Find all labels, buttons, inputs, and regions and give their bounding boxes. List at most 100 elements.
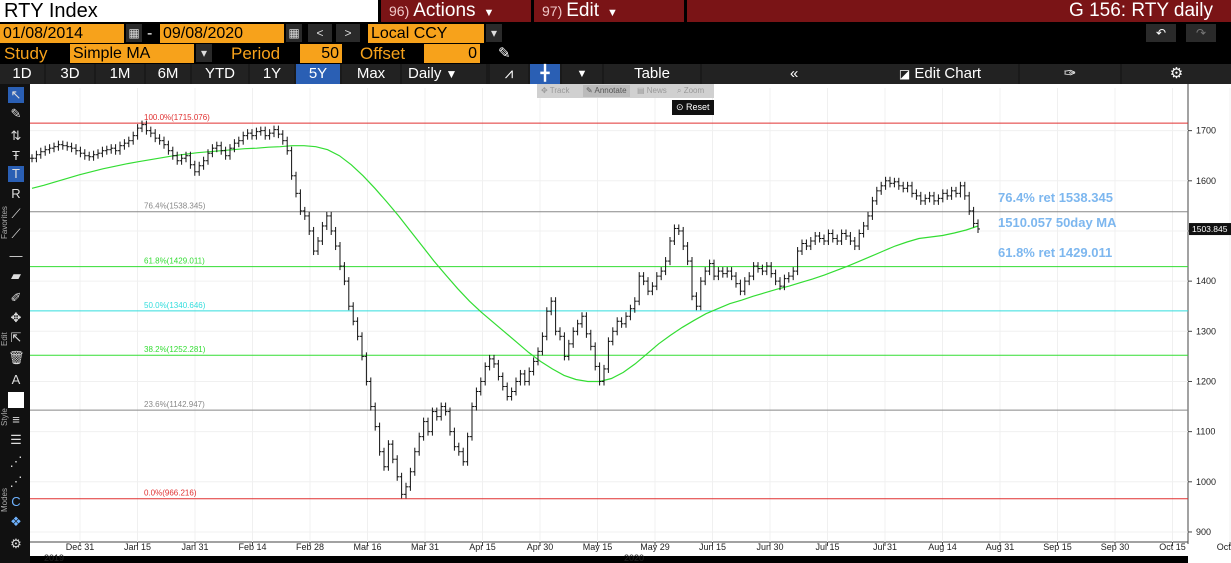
draw-line-icon[interactable]: ✎ xyxy=(10,106,22,121)
fib-level-label: 23.6%(1142.947) xyxy=(144,400,205,409)
offset-input[interactable]: 0 xyxy=(424,44,480,63)
annotation-label: 61.8% ret 1429.011 xyxy=(998,245,1112,260)
color-fill-icon[interactable] xyxy=(8,392,24,408)
line-width-icon[interactable]: ≡ xyxy=(12,412,20,427)
channel-icon[interactable]: ▰ xyxy=(11,268,21,283)
mode-zoom[interactable]: ⌕ Zoom xyxy=(677,86,705,95)
track-label: Track xyxy=(549,86,570,95)
start-date-input[interactable]: 01/08/2014 xyxy=(0,24,124,43)
end-date-input[interactable]: 09/08/2020 xyxy=(160,24,284,43)
study-label: Study xyxy=(4,44,48,63)
y-tick-label: 1100 xyxy=(1196,427,1215,437)
line-icon[interactable]: ⟋ xyxy=(11,206,21,221)
currency-select[interactable]: Local CCY xyxy=(368,24,484,43)
chevron-down-icon: ▼ xyxy=(483,7,495,19)
price-chart[interactable]: 100.0%(1715.076) 76.4%(1538.345) 61.8%(142… xyxy=(30,84,1231,563)
drawing-tools-palette: ↖ ✎ ⇅ Ŧ T R ⟋ ⟋ — ▰ ✐ ✥ ⇱ 🗑 A ≡ ☰ ⋰ ⋰ C … xyxy=(0,84,30,563)
move-icon[interactable]: ✥ xyxy=(10,310,22,325)
mode-news[interactable]: ▤ News xyxy=(637,86,667,95)
actions-menu[interactable]: 96) Actions ▼ xyxy=(381,0,531,22)
x-tick-label: Jul 31 xyxy=(873,542,897,552)
horizontal-line-icon[interactable]: — xyxy=(9,248,23,263)
offset-label: Offset xyxy=(360,44,406,63)
ray-icon[interactable]: ⟋ xyxy=(11,226,21,241)
last-price-box xyxy=(1189,223,1231,236)
y-tick-label: 1300 xyxy=(1196,326,1216,336)
y-tick-label: 1700 xyxy=(1196,126,1216,136)
pencil-icon[interactable]: ✎ xyxy=(498,45,511,62)
chevron-down-icon[interactable]: ▾ xyxy=(196,44,212,62)
tab-6m[interactable]: 6M xyxy=(146,64,190,84)
dashed-icon[interactable]: ⋰ xyxy=(9,454,23,469)
y-tick-label: 1000 xyxy=(1196,477,1216,487)
palette-icon[interactable]: ❖ xyxy=(10,514,22,529)
x-tick-label: Jan 15 xyxy=(124,542,151,552)
x-tick-label: Mar 31 xyxy=(411,542,439,552)
chevron-down-icon[interactable]: ▾ xyxy=(486,24,502,42)
trend-icon[interactable]: ⇅ xyxy=(10,128,22,143)
redo-icon[interactable]: ↷ xyxy=(1186,24,1216,42)
tab-ytd[interactable]: YTD xyxy=(192,64,248,84)
dotted-icon[interactable]: ⋰ xyxy=(9,474,23,489)
favorites-section-label: Favorites xyxy=(0,206,9,239)
actions-menu-label: Actions xyxy=(413,0,476,21)
y-tick-label: 900 xyxy=(1196,527,1211,537)
pointer-icon[interactable]: ↖ xyxy=(8,87,24,103)
x-tick-label: May 29 xyxy=(640,542,670,552)
eraser-icon[interactable]: ✑ xyxy=(1020,64,1120,84)
security-title[interactable]: RTY Index xyxy=(0,0,378,22)
mode-annotate[interactable]: ✎ Annotate xyxy=(583,85,630,97)
period-input[interactable]: 50 xyxy=(300,44,342,63)
retracement-icon[interactable]: R xyxy=(11,186,21,201)
trash-icon[interactable]: 🗑 xyxy=(8,350,25,365)
frequency-select[interactable]: Daily ▼ xyxy=(402,64,486,84)
calendar-icon[interactable]: ▦ xyxy=(286,24,302,42)
edit-menu-label: Edit xyxy=(566,0,599,21)
tab-1m[interactable]: 1M xyxy=(96,64,144,84)
select-icon[interactable]: ⇱ xyxy=(10,330,22,345)
gear-icon[interactable]: ⚙ xyxy=(10,536,22,551)
reset-label: Reset xyxy=(686,102,710,112)
edit-menu[interactable]: 97) Edit ▼ xyxy=(534,0,684,22)
undo-icon[interactable]: ↶ xyxy=(1146,24,1176,42)
chevron-down-icon: ▼ xyxy=(606,7,618,19)
fib-level-label: 0.0%(966.216) xyxy=(144,489,197,498)
previous-period-button[interactable]: < xyxy=(308,24,332,42)
fib-level-label: 100.0%(1715.076) xyxy=(144,113,210,122)
tab-max[interactable]: Max xyxy=(342,64,400,84)
x-tick-label: May 15 xyxy=(583,542,613,552)
pen-icon[interactable]: ✐ xyxy=(10,290,22,305)
edit-section-label: Edit xyxy=(0,332,9,346)
table-button[interactable]: Table xyxy=(604,64,700,84)
frequency-label: Daily xyxy=(408,65,442,82)
chart-window-title: G 156: RTY daily xyxy=(687,0,1231,22)
tab-1y[interactable]: 1Y xyxy=(250,64,294,84)
mode-track[interactable]: ✥ Track xyxy=(541,86,570,95)
moving-average-group xyxy=(31,145,979,383)
tab-3d[interactable]: 3D xyxy=(46,64,94,84)
study-select[interactable]: Simple MA xyxy=(70,44,194,63)
bar-chart-icon[interactable]: ╋ xyxy=(530,64,560,84)
fib-icon[interactable]: Ŧ xyxy=(12,148,20,163)
line-style-icon[interactable]: ☰ xyxy=(10,432,22,447)
y-axis-area xyxy=(1188,84,1231,563)
chevron-down-icon[interactable]: ▼ xyxy=(562,64,602,84)
calendar-icon[interactable]: ▦ xyxy=(126,24,142,42)
font-icon[interactable]: A xyxy=(11,372,21,387)
tab-1d[interactable]: 1D xyxy=(0,64,44,84)
magnet-icon[interactable]: C xyxy=(11,494,21,509)
tab-5y[interactable]: 5Y xyxy=(296,64,340,84)
x-tick-label: Jun 30 xyxy=(756,542,783,552)
text-tool-icon[interactable]: T xyxy=(8,166,24,182)
line-chart-icon[interactable]: ⩘ xyxy=(490,64,528,84)
edit-chart-button[interactable]: ◪ Edit Chart xyxy=(862,64,1018,84)
edit-menu-number: 97) xyxy=(542,3,563,19)
year-label: 2019 xyxy=(44,553,64,563)
collapse-icon[interactable]: « xyxy=(702,64,912,84)
last-price-label: 1503.845 xyxy=(1192,224,1228,234)
time-range-toolbar: 1D 3D 1M 6M YTD 1Y 5Y Max Daily ▼ ⩘ ╋ ▼ … xyxy=(0,64,1231,84)
gear-icon[interactable]: ⚙ xyxy=(1122,64,1231,84)
x-tick-label: Apr 15 xyxy=(469,542,496,552)
reset-button[interactable]: ⊙ Reset xyxy=(672,100,714,115)
next-period-button[interactable]: > xyxy=(336,24,360,42)
